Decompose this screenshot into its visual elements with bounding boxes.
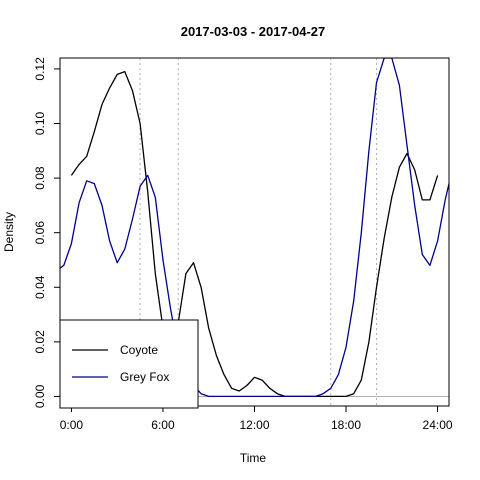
x-tick-label: 12:00 [239,418,269,432]
legend-box [59,319,199,409]
chart-title: 2017-03-03 - 2017-04-27 [181,24,326,39]
series-lines [60,58,449,398]
x-tick-label: 0:00 [60,418,84,432]
y-tick-label: 0.12 [33,57,47,81]
series-line [60,58,449,398]
x-axis-label: Time [240,451,267,465]
x-tick-label: 18:00 [331,418,361,432]
y-tick-label: 0.10 [33,112,47,136]
series-line [70,70,439,398]
legend-label: Coyote [120,343,158,357]
y-tick-label: 0.02 [33,330,47,354]
y-tick-label: 0.06 [33,221,47,245]
x-tick-label: 6:00 [151,418,175,432]
x-tick-label: 24:00 [423,418,453,432]
y-axis-label: Density [2,212,16,252]
legend: Coyote Grey Fox [59,319,199,409]
legend-label: Grey Fox [120,370,169,384]
axes: 0:00 6:00 12:00 18:00 24:00 0.00 0.02 0.04 0.06 0… [33,57,453,432]
y-tick-label: 0.00 [33,384,47,408]
y-tick-label: 0.08 [33,166,47,190]
y-tick-label: 0.04 [33,275,47,299]
